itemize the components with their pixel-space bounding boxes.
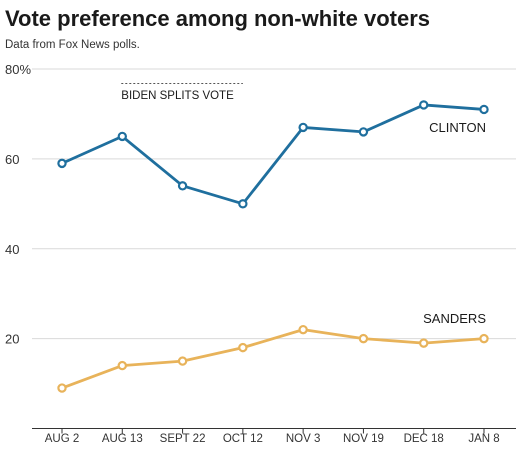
data-point — [419, 338, 429, 348]
data-point — [177, 356, 188, 366]
chart-subtitle: Data from Fox News polls. — [5, 39, 140, 51]
data-point — [57, 383, 67, 393]
data-point — [358, 127, 369, 137]
data-point — [479, 333, 489, 344]
series-label-sanders: SANDERS — [423, 311, 486, 326]
annotation: BIDEN SPLITS VOTE — [121, 83, 243, 102]
y-tick-label: 20 — [5, 332, 19, 347]
x-tick-label: AUG 13 — [102, 433, 143, 445]
x-tick-label: DEC 18 — [404, 433, 444, 445]
y-tick-label: 80% — [5, 62, 31, 77]
y-axis-ticks: 80% 60 40 20 — [5, 62, 31, 347]
series-lines: CLINTON SANDERS — [57, 100, 489, 393]
data-point — [298, 324, 308, 335]
x-tick-label: NOV 3 — [286, 433, 321, 445]
x-tick-label: OCT 12 — [223, 433, 263, 445]
series-label-clinton: CLINTON — [429, 120, 486, 135]
data-point — [419, 100, 429, 110]
series-line-clinton — [61, 103, 485, 206]
data-point — [238, 199, 248, 209]
y-tick-label: 60 — [5, 152, 19, 167]
x-axis: AUG 2 AUG 13 SEPT 22 OCT 12 NOV 3 NOV 19 DEC 1… — [32, 428, 516, 445]
data-point — [117, 131, 127, 142]
x-tick-label: AUG 2 — [45, 433, 80, 445]
gridlines — [32, 68, 516, 340]
data-point — [479, 104, 489, 115]
data-point — [177, 181, 188, 191]
x-tick-label: NOV 19 — [343, 433, 384, 445]
y-tick-label: 40 — [5, 242, 19, 257]
data-point — [358, 333, 369, 344]
x-tick-label: JAN 8 — [468, 433, 499, 445]
data-point — [298, 122, 308, 133]
x-tick-label: SEPT 22 — [160, 433, 206, 445]
data-point — [117, 360, 127, 371]
data-point — [238, 342, 248, 353]
data-point — [57, 158, 67, 169]
chart-title: Vote preference among non-white voters — [5, 6, 431, 31]
series-line-sanders — [61, 328, 485, 390]
annotation-label: BIDEN SPLITS VOTE — [121, 90, 234, 102]
